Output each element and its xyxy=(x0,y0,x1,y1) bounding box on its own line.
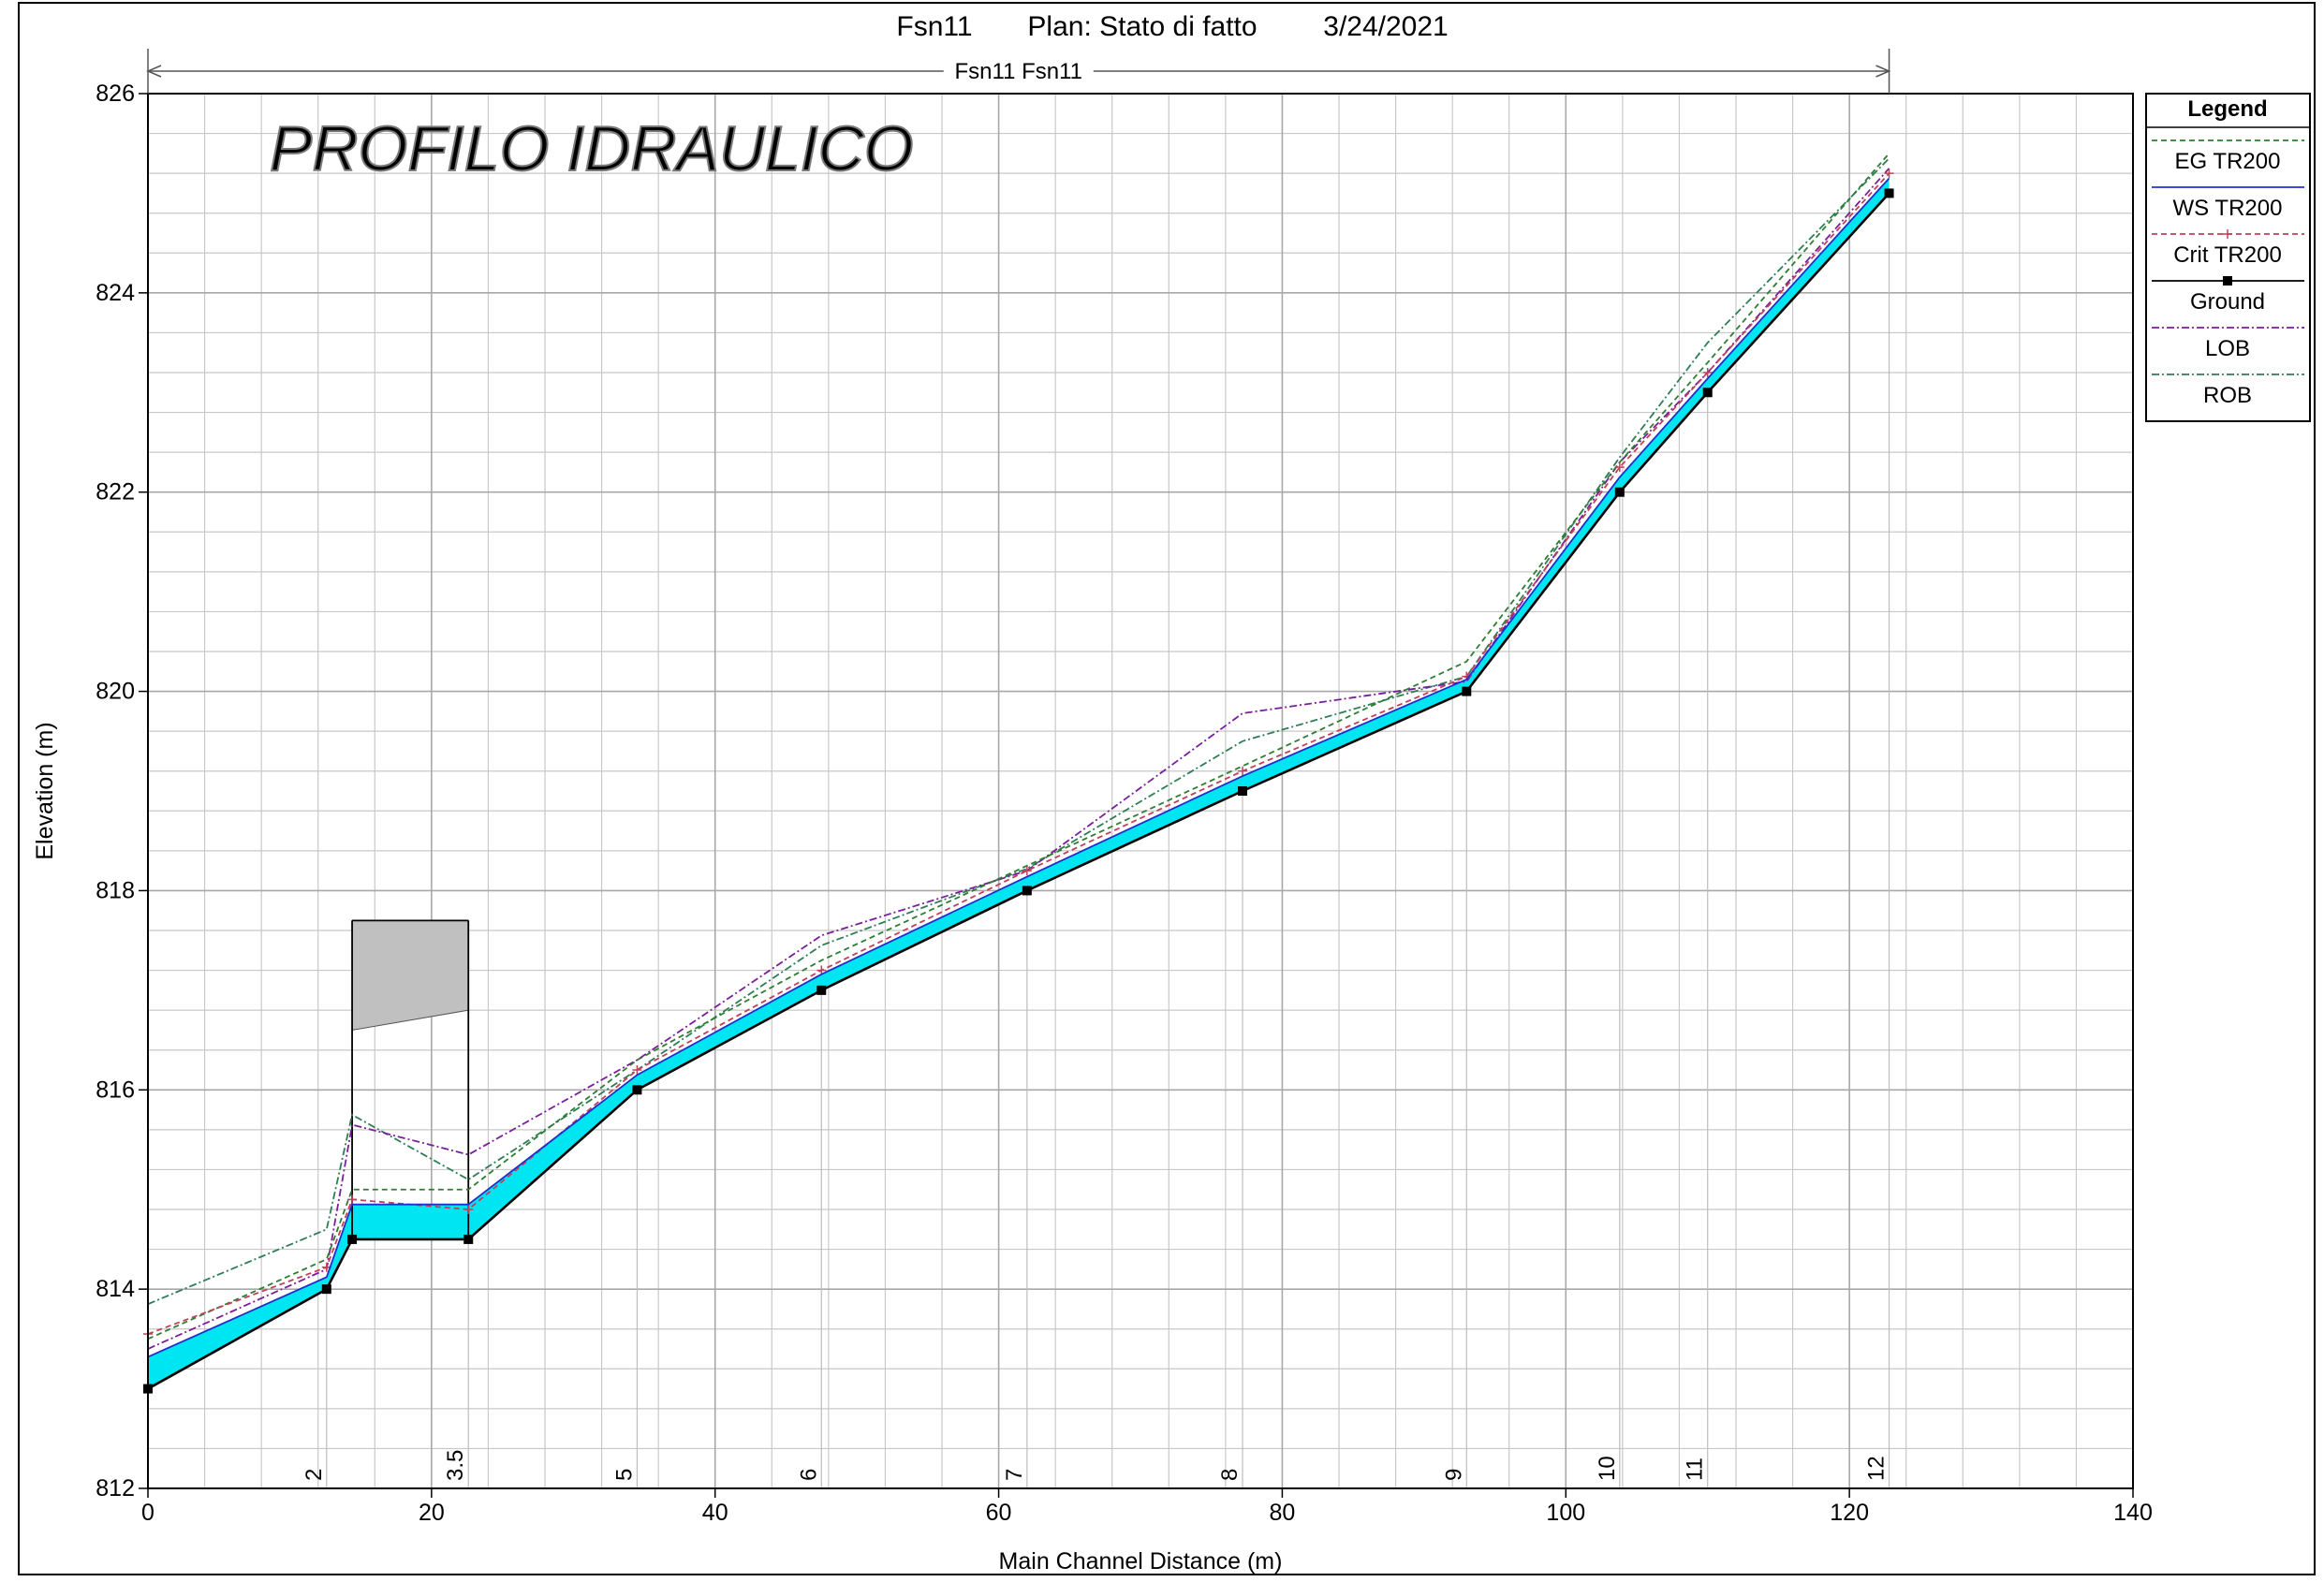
ground-point xyxy=(1238,786,1248,796)
ground-point xyxy=(347,1234,358,1244)
chart-title-name: Fsn11 xyxy=(896,11,972,42)
legend-entries: EG TR200 WS TR200 Crit TR200 Ground LOB ROB xyxy=(2152,139,2304,408)
y-tick-label: 826 xyxy=(96,81,135,107)
ground-point xyxy=(463,1234,474,1244)
ground-point xyxy=(816,985,827,995)
legend: Legend EG TR200 WS TR200 Crit TR200 Ground L… xyxy=(2145,93,2311,422)
x-tick-label: 0 xyxy=(141,1500,154,1526)
station-label: 9 xyxy=(1441,1469,1466,1481)
y-tick-label: 812 xyxy=(96,1475,135,1501)
series-line-lob xyxy=(147,168,1890,1350)
ground-point xyxy=(1022,886,1032,896)
y-tick-label: 824 xyxy=(96,280,135,306)
station-lines: 2 3.5 5 6 7 8 9 10 11 12 xyxy=(302,193,1890,1488)
ground-point xyxy=(632,1085,642,1095)
y-tick-label: 816 xyxy=(96,1077,135,1103)
x-tick-label: 40 xyxy=(702,1500,728,1526)
legend-label-ws-tr200: WS TR200 xyxy=(2173,196,2283,221)
plot-frame xyxy=(147,93,2134,1489)
series-layer xyxy=(143,153,1894,1394)
y-tick-label: 818 xyxy=(96,877,135,903)
x-tick-label: 20 xyxy=(419,1500,445,1526)
water-surface-fill xyxy=(148,178,1890,1389)
y-axis-title: Elevation (m) xyxy=(32,722,58,859)
legend-label-crit-tr200: Crit TR200 xyxy=(2173,242,2282,268)
station-label: 7 xyxy=(1002,1469,1027,1481)
station-label: 10 xyxy=(1595,1456,1620,1481)
y-tick-label: 822 xyxy=(96,479,135,505)
legend-label-lob: LOB xyxy=(2205,336,2250,361)
reach-label: Fsn11 Fsn11 xyxy=(955,59,1083,84)
chart-title-date: 3/24/2021 xyxy=(1323,11,1448,42)
legend-label-rob: ROB xyxy=(2203,383,2252,408)
station-label: 3.5 xyxy=(443,1450,468,1481)
grid-major xyxy=(147,93,2134,1489)
series-line-ws-tr200 xyxy=(147,177,1890,1358)
profile-watermark: PROFILO IDRAULICO xyxy=(270,113,914,184)
series-line-rob xyxy=(147,157,1890,1305)
x-tick-label: 140 xyxy=(2113,1500,2153,1526)
x-tick-label: 100 xyxy=(1546,1500,1585,1526)
station-label: 6 xyxy=(796,1469,821,1481)
station-label: 12 xyxy=(1864,1456,1890,1481)
bridge-deck xyxy=(351,919,469,1032)
series-line-eg-tr200 xyxy=(147,153,1890,1340)
ground-point xyxy=(1884,188,1894,198)
y-tick-label: 820 xyxy=(96,679,135,705)
station-label: 11 xyxy=(1683,1457,1708,1481)
reach-arrow-head-right xyxy=(1875,65,1891,78)
legend-title: Legend xyxy=(2187,96,2267,122)
x-tick-label: 60 xyxy=(986,1500,1012,1526)
legend-box xyxy=(2145,93,2311,422)
page-frame xyxy=(18,2,2316,1575)
station-label: 2 xyxy=(302,1469,327,1481)
grid-minor xyxy=(148,94,2133,1488)
station-label: 8 xyxy=(1217,1469,1243,1481)
legend-marker-square xyxy=(2223,276,2232,286)
x-tick-label: 80 xyxy=(1270,1500,1296,1526)
station-label: 5 xyxy=(611,1469,637,1481)
fill-layer xyxy=(148,178,1890,1389)
y-tick-label: 814 xyxy=(96,1276,135,1302)
legend-label-ground: Ground xyxy=(2190,289,2265,315)
legend-label-eg-tr200: EG TR200 xyxy=(2175,149,2281,174)
ground-point xyxy=(321,1284,331,1295)
chart-title-plan: Plan: Stato di fatto xyxy=(1027,11,1257,42)
ground-point xyxy=(1614,487,1625,497)
x-tick-label: 120 xyxy=(1830,1500,1869,1526)
series-line-crit-tr200 xyxy=(147,172,1890,1335)
ground-point xyxy=(1462,686,1472,696)
series-line-ground xyxy=(147,192,1890,1390)
axis-layer: 0 20 40 60 80 100 120 1408128148168188208228248… xyxy=(96,81,2153,1526)
reach-arrow xyxy=(146,49,1891,94)
reach-arrow-head-left xyxy=(146,65,162,78)
x-axis-title: Main Channel Distance (m) xyxy=(999,1548,1283,1575)
ground-point xyxy=(1702,388,1713,398)
